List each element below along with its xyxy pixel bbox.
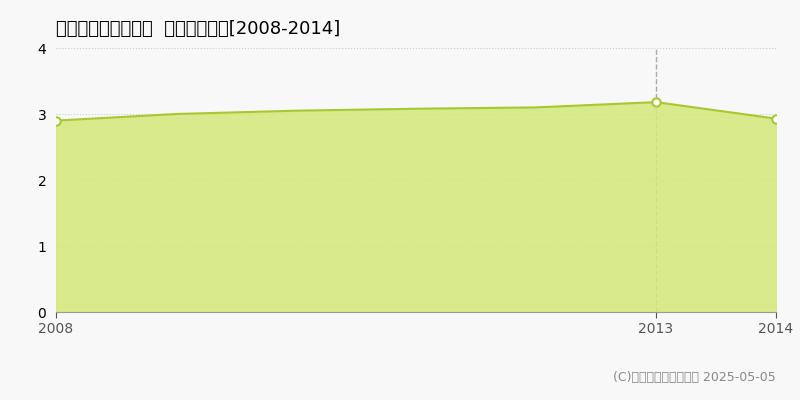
Text: (C)土地価格ドットコム 2025-05-05: (C)土地価格ドットコム 2025-05-05 [614, 371, 776, 384]
Text: 江別市萌えぎ野中央  土地価格推移[2008-2014]: 江別市萌えぎ野中央 土地価格推移[2008-2014] [56, 20, 340, 38]
